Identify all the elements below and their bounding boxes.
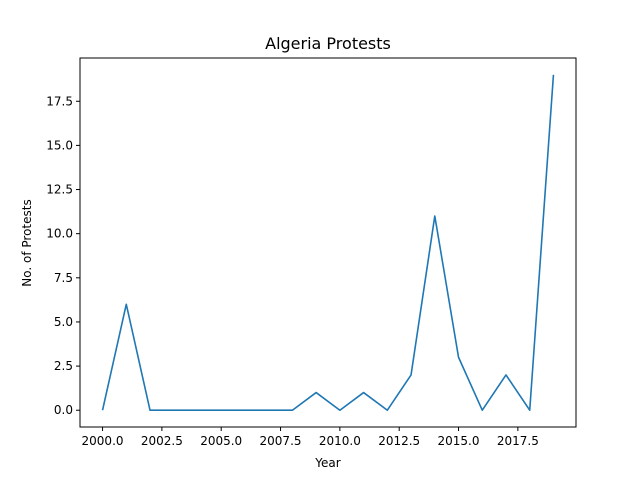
y-tick-label: 7.5 [54,271,73,285]
x-tick-label: 2017.5 [497,434,539,448]
y-tick-label: 2.5 [54,359,73,373]
x-tick-label: 2007.5 [260,434,302,448]
y-tick-label: 17.5 [46,94,73,108]
y-tick-label: 10.0 [46,227,73,241]
y-tick-label: 12.5 [46,183,73,197]
chart-title: Algeria Protests [265,34,391,53]
y-tick-label: 15.0 [46,138,73,152]
y-axis: 0.0 2.5 5.0 7.5 10.0 12.5 15.0 17.5 [46,94,80,417]
x-tick-label: 2002.5 [141,434,183,448]
x-axis: 2000.0 2002.5 2005.0 2007.5 2010.0 2012.5 2015… [82,427,539,448]
x-tick-label: 2010.0 [319,434,361,448]
plot-area [101,74,555,412]
series-line [101,74,555,412]
y-tick-label: 5.0 [54,315,73,329]
x-tick-label: 2015.0 [438,434,480,448]
x-tick-label: 2005.0 [200,434,242,448]
y-axis-label: No. of Protests [20,199,34,286]
y-tick-label: 0.0 [54,403,73,417]
x-tick-label: 2000.0 [82,434,124,448]
x-axis-label: Year [314,456,340,470]
plot-frame [79,57,577,428]
x-tick-label: 2012.5 [378,434,420,448]
